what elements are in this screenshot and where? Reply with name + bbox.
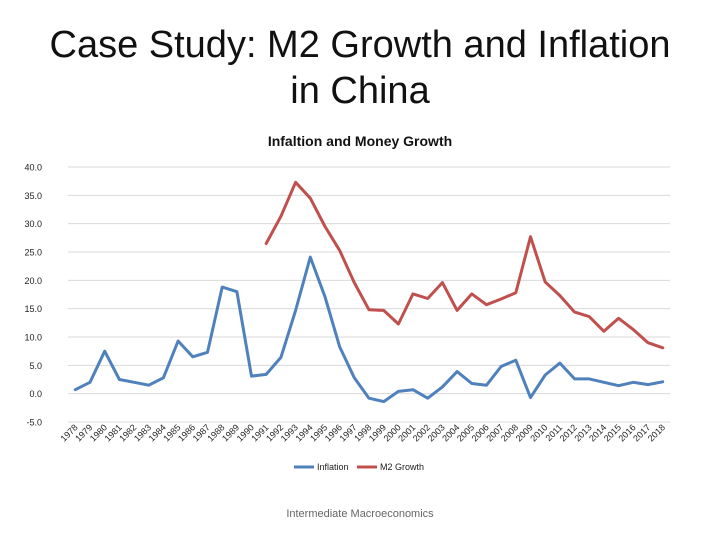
chart-title: Infaltion and Money Growth [267, 133, 453, 149]
y-tick-label: -5.0 [26, 418, 42, 428]
y-tick-label: 15.0 [24, 304, 42, 314]
slide-title: Case Study: M2 Growth and Inflation in C… [30, 22, 690, 114]
y-tick-label: 40.0 [24, 163, 42, 173]
chart-series [73, 180, 665, 404]
x-tick-label: 2018 [646, 422, 667, 443]
y-tick-label: 0.0 [29, 389, 42, 399]
slide-title-line-1: Case Study: M2 Growth and Inflation [49, 24, 671, 66]
y-tick-label: 20.0 [24, 276, 42, 286]
chart-gridlines [68, 166, 670, 423]
y-tick-label: 30.0 [24, 219, 42, 229]
y-tick-label: 10.0 [24, 333, 42, 343]
legend-label: Inflation [317, 462, 349, 472]
y-tick-label: 25.0 [24, 248, 42, 258]
legend-label: M2 Growth [380, 462, 424, 472]
slide-title-line-2: in China [290, 70, 430, 112]
chart-legend: Inflation M2 Growth [294, 462, 424, 472]
x-axis-ticks: 1978197919801981198219831984198519861987… [59, 422, 668, 443]
series-line-inflation [73, 255, 665, 404]
series-line-m2-growth [264, 180, 665, 350]
y-axis-ticks: -5.0 0.0 5.0 10.0 15.0 20.0 25.0 30.0 35.0 40.0 [24, 163, 42, 428]
y-tick-label: 35.0 [24, 191, 42, 201]
footer-text: Intermediate Macroeconomics [286, 508, 434, 520]
y-tick-label: 5.0 [29, 361, 42, 371]
